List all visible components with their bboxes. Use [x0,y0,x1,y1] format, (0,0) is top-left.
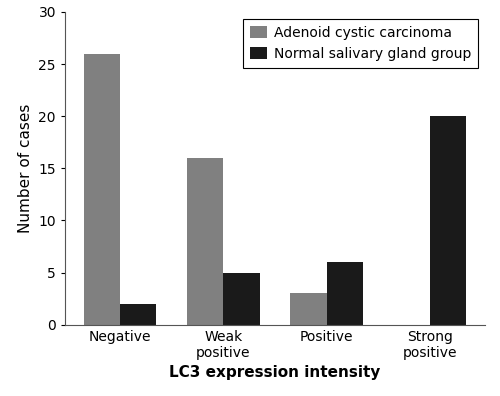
Y-axis label: Number of cases: Number of cases [18,104,33,233]
Bar [290,293,326,325]
Bar [224,272,260,325]
X-axis label: LC3 expression intensity: LC3 expression intensity [170,366,380,380]
Bar [188,158,224,325]
Bar [84,53,120,325]
Bar [430,116,466,325]
Bar [120,304,156,325]
Legend: Adenoid cystic carcinoma, Normal salivary gland group: Adenoid cystic carcinoma, Normal salivar… [243,19,478,68]
Bar [326,262,362,325]
